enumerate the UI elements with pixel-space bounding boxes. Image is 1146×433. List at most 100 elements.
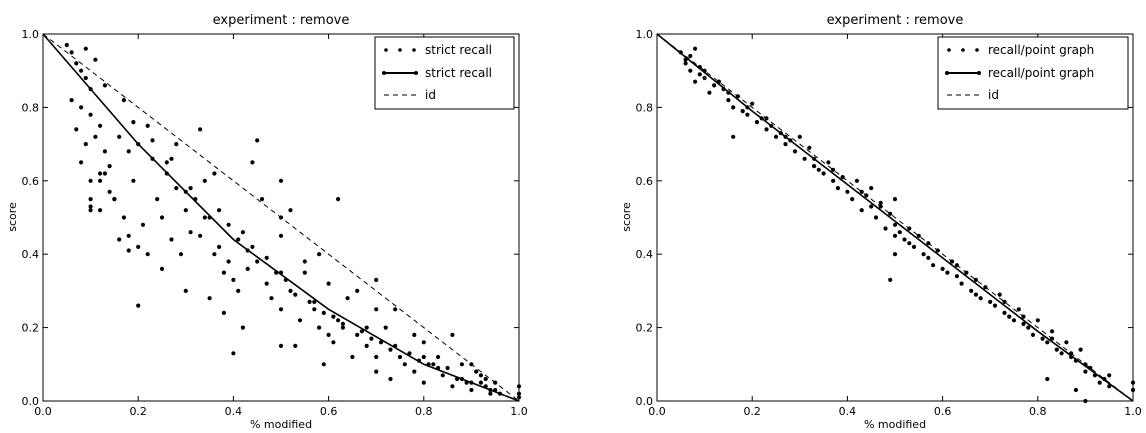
chart-right-point [693,46,698,51]
chart-left-point [326,332,331,337]
legend-line-dot [977,71,981,75]
chart-right-point [773,134,779,139]
chart-left-point [312,307,317,312]
legend-line-dot [414,71,418,75]
legend-dot [398,48,402,52]
chart-left-point [188,230,193,235]
chart-left-ylabel: score [6,202,19,232]
chart-left-xtick-label: 0.0 [34,405,52,418]
chart-left-point [388,376,393,382]
chart-left-point [88,112,93,117]
chart-left-point [397,354,403,360]
chart-right-point [892,222,898,227]
legend-dot [384,48,388,52]
chart-left-point [178,252,184,257]
chart-left-point [340,325,345,330]
chart-right-point [973,292,979,297]
chart-right-point [702,75,707,81]
chart-right-point [683,61,688,66]
chart-right-point [907,241,912,246]
chart-right-point [750,101,755,106]
chart-left-ytick-label: 0.8 [22,101,40,114]
chart-right-point [792,149,798,154]
legend-dot [412,48,416,52]
chart-left-point [288,208,293,213]
chart-right-point [978,296,983,301]
chart-right-ytick-label: 0.4 [636,248,654,261]
chart-right-point [869,186,874,191]
chart-left-point [236,237,241,242]
chart-left-point [188,186,193,191]
chart-right-legend-label-0: recall/point graph [988,43,1094,57]
chart-left-point [83,142,88,147]
chart-left-point [183,208,188,213]
chart-left-point [278,233,284,238]
chart-right-point [1045,376,1050,382]
chart-right-point [940,266,945,271]
chart-right-point [1011,318,1017,323]
chart-left-point [117,134,122,139]
chart-right-point [745,112,750,117]
chart-right-point [688,53,693,59]
chart-right-point [1064,340,1069,345]
chart-right-ylabel: score [620,202,633,232]
chart-right-xtick-label: 0.4 [839,405,857,418]
chart-left-point [255,259,260,264]
chart-right-point [821,171,826,176]
chart-right-axes-frame [656,33,1134,402]
chart-left-legend: strict recall strict recall id [374,36,515,110]
legend-line-dot [382,71,386,75]
chart-left-legend-marker-points [384,48,416,52]
chart-right-point [869,204,874,209]
chart-left-point [412,369,417,374]
chart-right-legend-label-2: id [988,88,999,102]
chart-left-ytick-label: 0.4 [22,248,40,261]
chart-left-xtick-label: 0.4 [225,405,243,418]
chart-left-point [202,215,207,220]
chart-right-point [945,270,950,275]
chart-left-point [74,61,79,66]
chart-left-point [340,321,345,326]
chart-left-point [98,208,103,213]
chart-right-ytick-label: 0.6 [636,175,654,188]
chart-right-point [835,186,841,191]
chart-left-point [202,178,207,183]
chart-right-point [740,109,745,114]
chart-left-point [79,160,84,165]
chart-left-point [198,233,203,238]
chart-right-point [807,145,812,150]
chart-right-point [754,120,760,125]
chart-right-point [1078,347,1083,352]
chart-right-xlabel: % modified [864,418,926,431]
chart-left-point [126,233,131,238]
chart-left-point [312,299,317,304]
chart-right-point [997,292,1002,297]
chart-right-point [850,197,855,202]
chart-left-point [112,197,117,202]
chart-left-title: experiment : remove [213,13,350,28]
chart-left-point [236,288,241,293]
chart-right-series [656,33,1136,404]
chart-left-point [221,270,226,275]
chart-left-point [374,277,379,282]
chart-left-point [378,340,384,345]
chart-left-point [488,391,493,396]
chart-left-point [302,259,307,264]
chart-left-point [345,296,350,301]
chart-left-point [250,244,255,249]
chart-left-xtick-label: 1.0 [510,405,528,418]
chart-right-point [854,178,860,183]
chart-left-point [293,343,298,348]
chart-left-point [121,215,126,220]
chart-left-point [421,380,426,385]
chart-left-axes-frame [42,33,520,402]
chart-left-point [217,244,222,249]
chart-left-ytick-label: 0.2 [22,322,40,335]
chart-left-point [155,197,160,202]
chart-right-point [731,105,736,110]
chart-right-point [992,303,998,308]
chart-left-ytick-label: 0.6 [22,175,40,188]
chart-left-point [388,347,393,352]
chart-left-xtick-label: 0.8 [415,405,433,418]
chart-right-point [883,226,888,231]
